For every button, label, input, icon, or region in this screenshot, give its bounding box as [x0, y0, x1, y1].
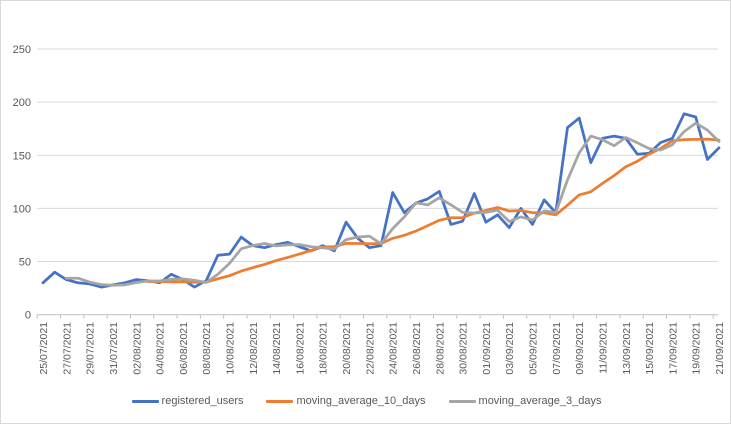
- x-tick-label: 09/09/2021: [574, 322, 586, 375]
- y-tick-label: 50: [19, 257, 31, 269]
- x-tick-label: 21/09/2021: [714, 322, 726, 375]
- x-tick-label: 01/09/2021: [481, 322, 493, 375]
- legend-swatch-moving-average-10-days: [266, 399, 294, 403]
- y-tick-label: 250: [13, 44, 31, 56]
- y-tick-label: 0: [25, 310, 31, 322]
- x-tick-label: 31/07/2021: [108, 322, 120, 375]
- x-tick-label: 07/09/2021: [551, 322, 563, 375]
- x-tick-label: 20/08/2021: [341, 322, 353, 375]
- x-tick-label: 24/08/2021: [388, 322, 400, 375]
- x-tick-label: 04/08/2021: [155, 322, 167, 375]
- x-tick-label: 19/09/2021: [691, 322, 703, 375]
- y-tick-label: 100: [13, 203, 31, 215]
- series-line-moving_average_10_days[interactable]: [146, 137, 721, 284]
- x-tick-label: 18/08/2021: [318, 322, 330, 375]
- y-tick-label: 150: [13, 150, 31, 162]
- legend-label: moving_average_3_days: [478, 395, 602, 407]
- x-tick-label: 02/08/2021: [131, 322, 143, 375]
- x-tick-label: 17/09/2021: [667, 322, 679, 375]
- series-line-moving_average_3_days[interactable]: [64, 121, 721, 287]
- x-tick-label: 06/08/2021: [178, 322, 190, 375]
- chart-legend: registered_users moving_average_10_days …: [1, 394, 730, 408]
- x-tick-label: 16/08/2021: [294, 322, 306, 375]
- y-tick-label: 200: [13, 97, 31, 109]
- x-tick-label: 25/07/2021: [38, 322, 50, 375]
- legend-label: moving_average_10_days: [296, 395, 426, 407]
- x-tick-label: 29/07/2021: [85, 322, 97, 375]
- x-tick-label: 15/09/2021: [644, 322, 656, 375]
- x-tick-label: 10/08/2021: [225, 322, 237, 375]
- x-tick-label: 26/08/2021: [411, 322, 423, 375]
- x-tick-label: 05/09/2021: [528, 322, 540, 375]
- x-tick-label: 11/09/2021: [597, 322, 609, 374]
- legend-item-registered-users[interactable]: registered_users: [131, 394, 244, 408]
- legend-label: registered_users: [161, 395, 244, 407]
- x-tick-label: 13/09/2021: [621, 322, 633, 375]
- x-tick-label: 12/08/2021: [248, 322, 260, 375]
- legend-swatch-registered-users: [131, 399, 159, 403]
- x-tick-label: 03/09/2021: [504, 322, 516, 375]
- x-tick-label: 14/08/2021: [271, 322, 283, 375]
- x-tick-label: 22/08/2021: [364, 322, 376, 375]
- x-tick-label: 30/08/2021: [458, 322, 470, 375]
- x-tick-label: 08/08/2021: [201, 322, 213, 375]
- x-tick-label: 28/08/2021: [434, 322, 446, 375]
- x-tick-label: 27/07/2021: [61, 322, 73, 375]
- legend-item-moving-average-10-days[interactable]: moving_average_10_days: [266, 394, 426, 408]
- legend-item-moving-average-3-days[interactable]: moving_average_3_days: [448, 394, 602, 408]
- legend-swatch-moving-average-3-days: [448, 399, 476, 403]
